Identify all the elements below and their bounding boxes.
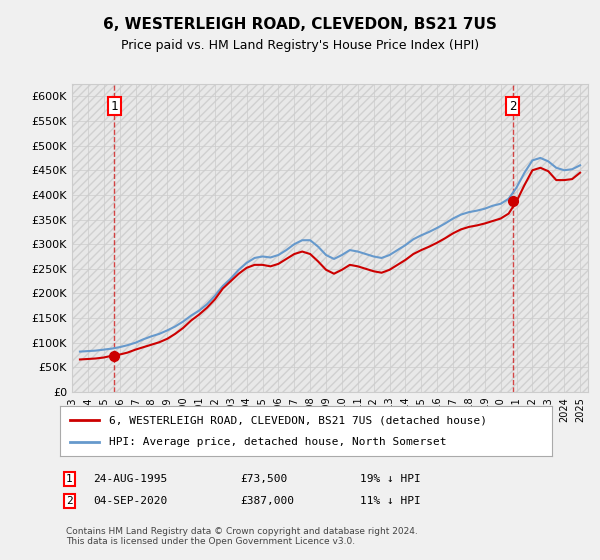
Text: 11% ↓ HPI: 11% ↓ HPI — [360, 496, 421, 506]
Text: 24-AUG-1995: 24-AUG-1995 — [93, 474, 167, 484]
Text: 6, WESTERLEIGH ROAD, CLEVEDON, BS21 7US: 6, WESTERLEIGH ROAD, CLEVEDON, BS21 7US — [103, 17, 497, 32]
Text: 2: 2 — [66, 496, 73, 506]
Text: 1: 1 — [66, 474, 73, 484]
Text: 2: 2 — [509, 100, 517, 113]
Text: £73,500: £73,500 — [240, 474, 287, 484]
Text: 1: 1 — [110, 100, 118, 113]
Text: 19% ↓ HPI: 19% ↓ HPI — [360, 474, 421, 484]
Text: HPI: Average price, detached house, North Somerset: HPI: Average price, detached house, Nort… — [109, 437, 446, 447]
Text: 6, WESTERLEIGH ROAD, CLEVEDON, BS21 7US (detached house): 6, WESTERLEIGH ROAD, CLEVEDON, BS21 7US … — [109, 415, 487, 425]
Text: Contains HM Land Registry data © Crown copyright and database right 2024.
This d: Contains HM Land Registry data © Crown c… — [66, 526, 418, 546]
Text: 04-SEP-2020: 04-SEP-2020 — [93, 496, 167, 506]
Text: £387,000: £387,000 — [240, 496, 294, 506]
Text: Price paid vs. HM Land Registry's House Price Index (HPI): Price paid vs. HM Land Registry's House … — [121, 39, 479, 52]
